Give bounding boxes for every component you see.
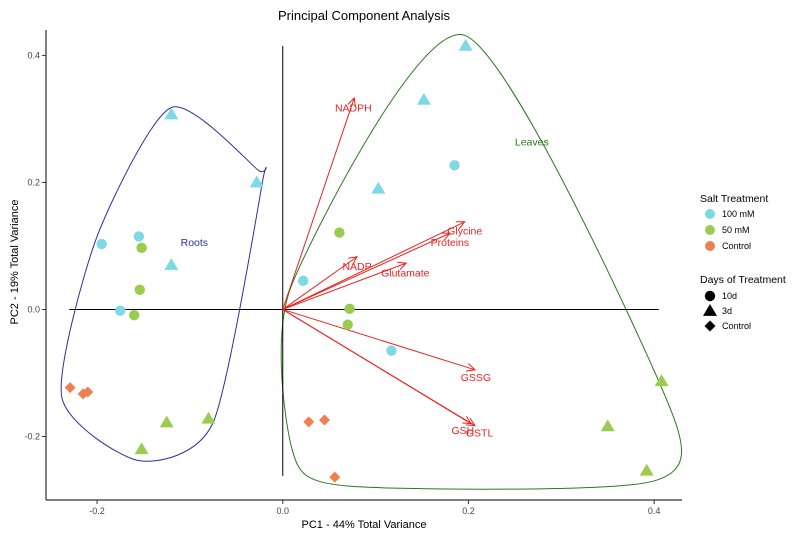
- data-point: [342, 319, 353, 330]
- hull-label-leaves: Leaves: [515, 137, 549, 149]
- legend-shape-2: [704, 320, 716, 332]
- vector-arrowhead: [440, 232, 451, 241]
- x-tick-label: 0.4: [648, 506, 661, 516]
- data-point: [600, 419, 615, 432]
- chart-title: Principal Component Analysis: [278, 8, 450, 23]
- y-tick-label: 0.0: [27, 304, 40, 314]
- data-point: [129, 309, 140, 321]
- legend-shape-0: [704, 290, 716, 302]
- data-point: [133, 231, 145, 242]
- vector-arrowhead: [397, 261, 408, 270]
- data-point: [319, 414, 331, 426]
- vector-label-glycine: Glycine: [447, 226, 482, 238]
- vector-arrowhead: [455, 221, 466, 230]
- data-point: [82, 386, 94, 398]
- y-tick-label: 0.2: [27, 177, 40, 187]
- legend: Salt Treatment 100 mM 50 mM Control Days of …: [700, 193, 786, 332]
- vector-label-gsh: GSH: [451, 425, 474, 437]
- vector-nadph: [282, 97, 355, 310]
- vector-label-nadp: NADP: [342, 261, 371, 273]
- vector-gstl: [282, 309, 476, 427]
- data-point: [297, 275, 309, 287]
- data-point: [115, 305, 126, 316]
- vector-label-gssg: GSSG: [461, 372, 491, 384]
- data-point: [386, 345, 397, 356]
- data-point: [329, 471, 341, 483]
- data-point: [164, 107, 179, 120]
- data-point: [96, 238, 107, 250]
- vector-glutamate: [282, 262, 407, 310]
- legend-item-treatment: 50 mM: [722, 225, 750, 235]
- legend-item-days: 10d: [722, 291, 737, 301]
- data-point: [134, 442, 149, 455]
- data-point: [136, 242, 147, 254]
- vector-gssg: [282, 308, 476, 371]
- legend-item-treatment: 100 mM: [722, 209, 755, 219]
- legend-item-treatment: Control: [722, 241, 751, 251]
- vector-label-proteins: Proteins: [431, 237, 470, 249]
- legend-swatch-0: [705, 209, 715, 219]
- hull-roots: [60, 106, 267, 462]
- data-point: [249, 175, 264, 188]
- hull-label-roots: Roots: [181, 237, 208, 249]
- legend-swatch-1: [705, 225, 715, 235]
- legend-item-days: Control: [722, 321, 751, 331]
- y-tick-label: 0.4: [27, 50, 40, 60]
- y-axis-label: PC2 - 19% Total Variance: [9, 200, 21, 325]
- vector-nadp: [282, 256, 358, 310]
- x-axis-label: PC1 - 44% Total Variance: [302, 519, 427, 531]
- x-tick-label: -0.2: [89, 506, 105, 516]
- x-tick-label: 0.2: [462, 506, 475, 516]
- data-point: [344, 303, 355, 315]
- data-point: [458, 38, 473, 51]
- hull-layer: [60, 34, 683, 490]
- data-point: [164, 258, 179, 270]
- vector-arrowhead: [465, 363, 477, 372]
- hull-leaves: [280, 34, 683, 490]
- data-point: [134, 284, 145, 295]
- point-layer: [64, 38, 669, 483]
- vector-arrowhead: [465, 417, 476, 427]
- data-point: [334, 227, 345, 238]
- vector-arrowhead: [348, 256, 358, 265]
- legend-shape-1: [703, 304, 717, 316]
- legend-title-days: Days of Treatment: [700, 274, 786, 286]
- data-point: [201, 411, 216, 424]
- data-point: [654, 374, 669, 387]
- legend-title-treatment: Salt Treatment: [700, 193, 768, 205]
- legend-item-days: 3d: [722, 306, 732, 316]
- vector-arrowhead: [347, 96, 356, 107]
- axis-layer: -0.2 0.0 0.2 0.4 -0.2 0.0 0.2 0.4: [24, 30, 682, 516]
- vector-label-nadph: NADPH: [335, 102, 372, 114]
- data-point: [64, 382, 76, 394]
- x-tick-label: 0.0: [277, 506, 290, 516]
- data-point: [303, 416, 315, 428]
- legend-swatch-2: [705, 241, 715, 251]
- vector-label-gstl: GSTL: [466, 427, 494, 439]
- y-tick-label: -0.2: [24, 431, 40, 441]
- vector-label-glutamate: Glutamate: [381, 267, 430, 279]
- data-point: [371, 181, 386, 194]
- vector-proteins: [282, 232, 451, 310]
- vector-layer: [282, 96, 477, 427]
- data-point: [416, 92, 431, 105]
- data-point: [639, 463, 654, 476]
- data-point: [449, 160, 460, 171]
- data-point: [159, 415, 174, 428]
- vector-glycine: [282, 221, 465, 310]
